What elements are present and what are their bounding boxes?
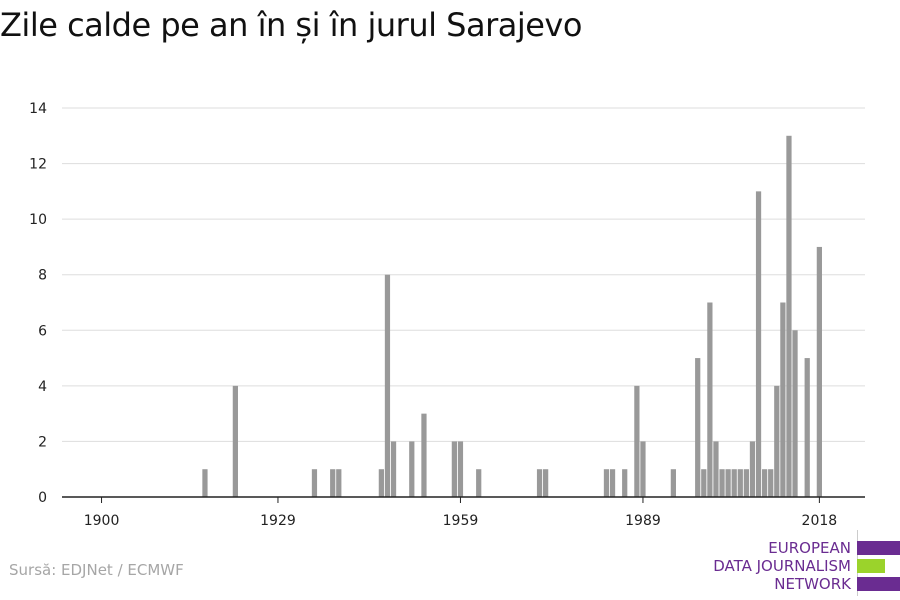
- bar: [695, 358, 701, 497]
- y-tick-label: 0: [38, 490, 47, 506]
- y-tick-label: 4: [38, 379, 47, 395]
- y-tick-label: 14: [29, 101, 47, 117]
- source-note: Sursă: EDJNet / ECMWF: [9, 561, 184, 579]
- bar: [701, 469, 707, 497]
- chart-title: Zile calde pe an în și în jurul Sarajevo: [0, 6, 582, 44]
- bar: [378, 469, 384, 497]
- bar: [622, 469, 628, 497]
- bar: [543, 469, 549, 497]
- bar: [421, 413, 427, 497]
- bar: [384, 274, 391, 497]
- bar: [774, 385, 780, 497]
- bar: [755, 191, 762, 497]
- bar: [634, 385, 640, 497]
- bar: [670, 469, 676, 497]
- bar: [725, 469, 731, 497]
- bar: [609, 469, 616, 497]
- logo-line-data-journalism: DATA JOURNALISM: [713, 557, 851, 575]
- bar: [737, 469, 743, 497]
- bar: [390, 441, 397, 497]
- logo-line-european: EUROPEAN: [768, 539, 851, 557]
- bar: [451, 441, 457, 497]
- x-tick-label: 1989: [625, 513, 661, 529]
- x-tick-label: 1900: [84, 513, 120, 529]
- bar: [640, 441, 646, 497]
- y-tick-label: 2: [38, 434, 47, 450]
- logo-bar-green: [857, 559, 885, 573]
- y-tick-label: 10: [29, 212, 47, 228]
- logo-bar-purple-top: [857, 541, 900, 555]
- bar: [762, 469, 768, 497]
- y-axis-labels: 0 2 4 6 8 10 12 14: [29, 101, 47, 506]
- bar: [804, 358, 810, 497]
- bar: [743, 469, 749, 497]
- axes: [62, 496, 865, 503]
- y-tick-label: 8: [38, 268, 47, 284]
- bar: [409, 441, 415, 497]
- bar: [457, 441, 464, 497]
- bar-chart: 0 2 4 6 8 10 12 14 1900 1929 1959 1989 2018: [29, 101, 865, 529]
- x-tick-label: 1959: [443, 513, 479, 529]
- bar: [536, 469, 543, 497]
- bar: [311, 469, 318, 497]
- logo-line-network: NETWORK: [774, 575, 851, 593]
- bar: [780, 302, 786, 497]
- bar: [202, 469, 208, 497]
- bar: [476, 469, 482, 497]
- y-tick-label: 12: [29, 157, 47, 173]
- x-axis-labels: 1900 1929 1959 1989 2018: [84, 513, 837, 529]
- bar: [768, 469, 774, 497]
- x-tick-label: 2018: [802, 513, 838, 529]
- x-tick-label: 1929: [260, 513, 296, 529]
- bar: [713, 441, 719, 497]
- y-tick-label: 6: [38, 323, 47, 339]
- bar: [816, 246, 822, 497]
- bar: [707, 302, 713, 497]
- bar: [330, 469, 336, 497]
- bars: [202, 135, 822, 498]
- bar: [336, 469, 342, 497]
- bar: [232, 385, 238, 497]
- bar: [786, 135, 792, 498]
- logo-bar-purple-bottom: [857, 577, 900, 591]
- bar: [603, 469, 610, 497]
- edjnet-logo: EUROPEAN DATA JOURNALISM NETWORK: [700, 530, 900, 600]
- bar: [749, 441, 756, 497]
- bar: [719, 469, 725, 497]
- grid-lines: [62, 107, 865, 442]
- bar: [792, 330, 798, 497]
- bar: [731, 469, 737, 497]
